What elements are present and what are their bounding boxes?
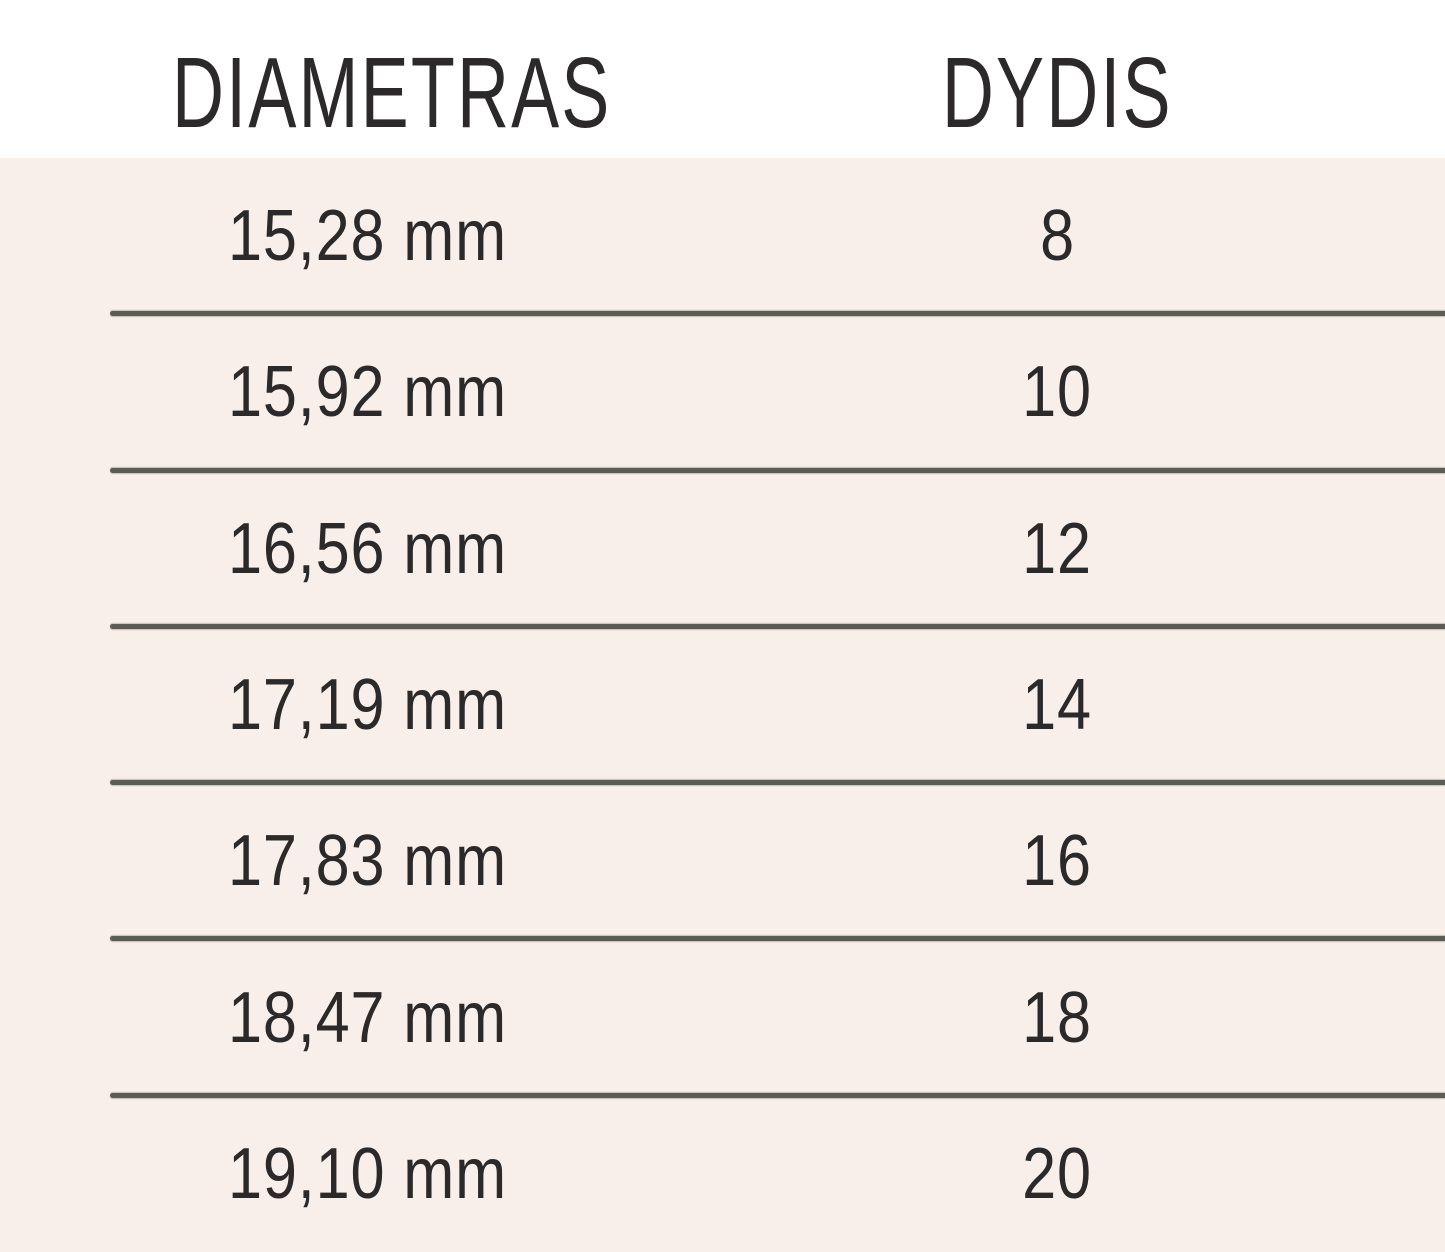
diameter-value: 19,10 mm — [228, 1133, 507, 1214]
diameter-value: 15,92 mm — [228, 352, 507, 433]
size-cell: 12 — [670, 513, 1445, 585]
size-cell: 20 — [670, 1138, 1445, 1210]
size-value: 10 — [1022, 352, 1093, 433]
table-row: 16,56 mm 12 — [0, 471, 1445, 629]
row-divider — [110, 311, 1445, 317]
table-row: 17,19 mm 14 — [0, 627, 1445, 786]
column-header-diametras: DIAMETRAS — [172, 37, 612, 149]
table-row: 19,10 mm 20 — [0, 1096, 1445, 1252]
row-divider — [110, 780, 1445, 786]
diameter-cell: 15,92 mm — [0, 356, 670, 428]
size-value: 20 — [1022, 1133, 1093, 1214]
row-divider — [110, 623, 1445, 629]
diameter-cell: 15,28 mm — [0, 200, 670, 272]
column-header-dydis: DYDIS — [942, 37, 1173, 149]
header-cell-diameter: DIAMETRAS — [0, 43, 670, 143]
diameter-cell: 17,19 mm — [0, 669, 670, 741]
diameter-value: 17,83 mm — [228, 821, 507, 902]
table-row: 15,28 mm 8 — [0, 158, 1445, 317]
diameter-cell: 17,83 mm — [0, 825, 670, 897]
table-body: 15,28 mm 8 15,92 mm 10 16,56 mm 12 — [0, 158, 1445, 1252]
size-cell: 16 — [670, 825, 1445, 897]
diameter-cell: 19,10 mm — [0, 1138, 670, 1210]
size-value: 8 — [1040, 196, 1075, 277]
row-divider — [110, 936, 1445, 942]
table-row: 17,83 mm 16 — [0, 783, 1445, 942]
size-cell: 10 — [670, 356, 1445, 428]
diameter-cell: 16,56 mm — [0, 513, 670, 585]
row-divider — [110, 1092, 1445, 1098]
table-row: 15,92 mm 10 — [0, 314, 1445, 473]
size-value: 12 — [1022, 508, 1093, 589]
diameter-value: 18,47 mm — [228, 977, 507, 1058]
table-row: 18,47 mm 18 — [0, 939, 1445, 1098]
diameter-cell: 18,47 mm — [0, 982, 670, 1054]
size-cell: 14 — [670, 669, 1445, 741]
size-cell: 8 — [670, 200, 1445, 272]
diameter-value: 15,28 mm — [228, 196, 507, 277]
diameter-value: 17,19 mm — [228, 664, 507, 745]
row-divider — [110, 467, 1445, 473]
size-cell: 18 — [670, 982, 1445, 1054]
table-header-row: DIAMETRAS DYDIS — [0, 0, 1445, 158]
size-value: 14 — [1022, 664, 1093, 745]
diameter-value: 16,56 mm — [228, 508, 507, 589]
header-cell-size: DYDIS — [670, 43, 1445, 143]
size-value: 18 — [1022, 977, 1093, 1058]
size-value: 16 — [1022, 821, 1093, 902]
